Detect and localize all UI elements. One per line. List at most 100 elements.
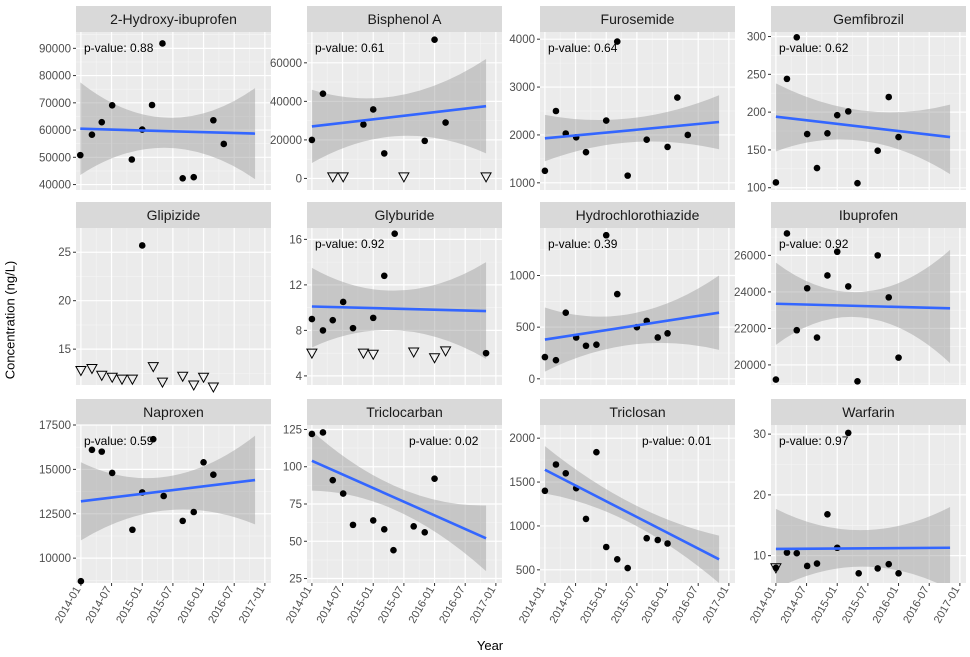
x-tick-label: 2016-07 — [437, 585, 468, 626]
data-point — [88, 446, 96, 454]
y-tick-label: 24000 — [734, 287, 766, 299]
data-point — [190, 508, 198, 516]
facet-title: Glyburide — [375, 207, 435, 223]
y-tick-label: 40000 — [270, 96, 302, 108]
data-point — [664, 540, 671, 547]
facet-title: Triclosan — [609, 404, 665, 420]
data-point — [854, 378, 861, 385]
data-point — [582, 342, 590, 350]
data-point — [602, 543, 610, 551]
data-point — [803, 284, 811, 292]
facet-strip — [307, 202, 502, 228]
y-tick-label: 50000 — [39, 152, 71, 164]
data-point — [613, 290, 621, 298]
y-tick-label: 70000 — [39, 98, 71, 110]
data-point — [77, 577, 85, 585]
y-tick-label: 8 — [296, 325, 302, 337]
facet-panel: Ibuprofen 20000 22000 24000 26000 p-value: 0.… — [734, 202, 966, 385]
data-point — [874, 565, 881, 572]
data-point — [319, 429, 327, 436]
p-value-label: p-value: 0.97 — [779, 434, 849, 448]
p-value-label: p-value: 0.92 — [779, 237, 849, 251]
data-point — [803, 562, 811, 570]
data-point — [824, 511, 831, 518]
censored-point — [106, 372, 119, 384]
censored-point — [75, 365, 87, 377]
data-point — [541, 487, 549, 495]
censored-point — [306, 348, 318, 360]
x-tick-label: 2017-01 — [468, 585, 499, 626]
data-point — [380, 272, 388, 280]
panel-background — [771, 425, 966, 583]
y-tick-label: 60000 — [270, 58, 302, 70]
data-point — [624, 564, 631, 572]
data-point — [684, 131, 692, 139]
y-tick-label: 10000 — [39, 553, 71, 565]
y-tick-label: 0 — [296, 173, 302, 185]
x-tick-label: 2017-01 — [701, 585, 732, 626]
facet-panel: Furosemide 1000 2000 3000 4000 p-value: 0.64 — [509, 6, 735, 190]
data-point — [308, 315, 316, 323]
data-point — [674, 94, 681, 101]
facet-strip — [307, 6, 502, 32]
y-tick-label: 20000 — [270, 135, 302, 147]
facet-strip — [771, 6, 966, 32]
data-point — [602, 117, 610, 124]
x-tick-label: 2014-01 — [517, 585, 548, 626]
censored-point — [337, 172, 350, 183]
censored-point — [187, 380, 200, 392]
data-point — [562, 469, 570, 477]
data-point — [339, 298, 347, 306]
facet-panel: Glyburide 4 8 12 16 p-value: 0.92 — [289, 202, 502, 385]
data-point — [593, 448, 600, 456]
x-tick-label: 2014-07 — [315, 585, 346, 626]
p-value-label: p-value: 0.88 — [84, 41, 154, 55]
censored-point — [197, 372, 210, 384]
facet-panel: Bisphenol A 0 20000 40000 60000 p-value: 0.61 — [270, 6, 502, 190]
p-value-label: p-value: 0.64 — [548, 41, 618, 55]
x-tick-label: 2014-01 — [53, 585, 84, 626]
facet-strip — [540, 6, 735, 32]
data-point — [643, 136, 650, 144]
y-tick-label: 60000 — [39, 125, 71, 137]
data-point — [431, 475, 438, 482]
data-point — [138, 242, 146, 249]
facet-panel: 2-Hydroxy-ibuprofen 40000 50000 60000 70000 8… — [39, 6, 271, 192]
data-point — [108, 101, 116, 109]
data-point — [772, 179, 780, 186]
censored-point — [156, 377, 169, 389]
facet-strip — [76, 6, 271, 32]
data-point — [813, 560, 821, 567]
trend-line — [544, 311, 720, 341]
data-point — [308, 136, 316, 144]
y-tick-label: 250 — [747, 69, 766, 81]
data-point — [895, 569, 902, 577]
y-tick-label: 500 — [516, 565, 535, 577]
facet-panel: Warfarin 10 20 30 2014-01 2014-07 2015-01 2015-… — [748, 399, 966, 625]
data-point — [210, 471, 217, 479]
x-tick-label: 2015-07 — [840, 585, 871, 626]
censored-point — [147, 362, 160, 373]
p-value-label: p-value: 0.92 — [315, 237, 385, 251]
y-tick-label: 25 — [58, 247, 71, 259]
facet-strip — [540, 202, 735, 228]
censored-point — [407, 347, 420, 359]
censored-point — [126, 374, 139, 386]
data-point — [76, 151, 84, 159]
x-tick-label: 2015-07 — [609, 585, 640, 626]
data-point — [562, 309, 570, 316]
data-point — [552, 461, 560, 468]
confidence-band — [80, 435, 256, 541]
panel-background — [76, 425, 271, 583]
y-tick-label: 17500 — [39, 420, 71, 432]
data-point — [380, 150, 388, 157]
confidence-band — [544, 95, 720, 162]
data-point — [319, 327, 327, 334]
confidence-band — [311, 58, 487, 164]
confidence-band — [311, 262, 487, 359]
data-point — [390, 546, 397, 554]
y-tick-label: 1000 — [509, 178, 535, 190]
y-tick-label: 15000 — [39, 464, 71, 476]
x-tick-label: 2016-07 — [670, 585, 701, 626]
